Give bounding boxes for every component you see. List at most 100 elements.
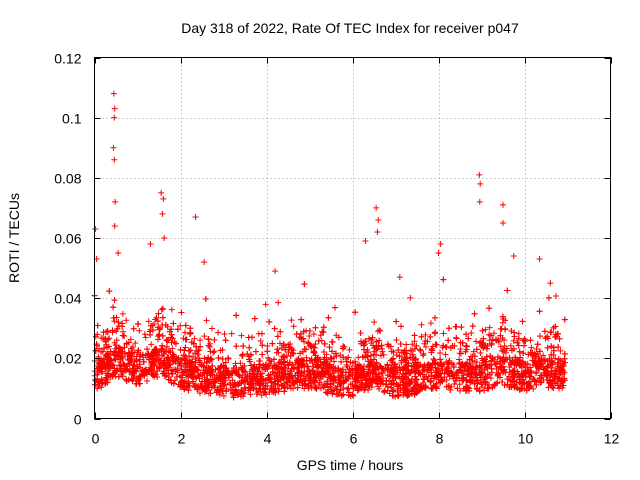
data-point <box>339 366 346 373</box>
data-point <box>555 356 562 363</box>
data-point <box>161 372 168 379</box>
data-point <box>420 350 427 357</box>
data-point <box>192 350 199 357</box>
data-point <box>403 350 410 357</box>
y-tick-label: 0.04 <box>54 291 81 307</box>
data-point <box>139 351 146 358</box>
data-point <box>440 342 447 349</box>
data-point <box>205 364 212 371</box>
data-point <box>101 363 108 370</box>
data-point <box>412 382 419 389</box>
data-point <box>281 342 288 349</box>
data-point <box>394 369 401 376</box>
data-point <box>354 387 361 394</box>
data-point <box>194 351 201 358</box>
data-point <box>450 362 457 369</box>
x-tick-label: 6 <box>350 431 358 447</box>
data-point <box>376 337 383 344</box>
data-point <box>274 346 281 353</box>
data-point <box>560 363 567 370</box>
data-point <box>168 331 175 338</box>
data-point <box>507 342 514 349</box>
data-point <box>557 381 564 388</box>
data-point <box>130 325 137 332</box>
data-point <box>264 365 271 372</box>
data-point <box>476 340 483 347</box>
data-point <box>185 379 192 386</box>
data-point <box>349 381 356 388</box>
data-point <box>532 353 539 360</box>
data-point <box>548 364 555 371</box>
data-point <box>413 342 420 349</box>
data-point <box>199 378 206 385</box>
data-point <box>551 347 558 354</box>
data-point <box>159 332 166 339</box>
data-point <box>101 345 108 352</box>
data-point-peak <box>373 204 380 211</box>
data-point <box>293 378 300 385</box>
data-point <box>458 324 465 331</box>
data-point <box>180 352 187 359</box>
data-point <box>417 361 424 368</box>
data-point <box>197 359 204 366</box>
data-point <box>427 320 434 327</box>
data-point <box>234 370 241 377</box>
data-point <box>94 322 101 329</box>
data-point <box>253 363 260 370</box>
data-point <box>473 385 480 392</box>
data-point <box>99 380 106 387</box>
data-point <box>174 365 181 372</box>
data-point <box>355 386 362 393</box>
data-point <box>278 383 285 390</box>
data-point <box>367 362 374 369</box>
data-point <box>329 339 336 346</box>
data-point <box>135 347 142 354</box>
data-point <box>193 343 200 350</box>
data-point <box>233 369 240 376</box>
data-point <box>340 385 347 392</box>
data-point <box>519 318 526 325</box>
data-point <box>395 347 402 354</box>
data-point <box>325 314 332 321</box>
data-point <box>374 328 381 335</box>
data-point <box>401 354 408 361</box>
data-point <box>153 356 160 363</box>
data-point <box>518 364 525 371</box>
data-point <box>313 356 320 363</box>
data-point <box>496 374 503 381</box>
data-point <box>105 350 112 357</box>
data-point <box>413 382 420 389</box>
data-point <box>365 382 372 389</box>
data-point <box>365 358 372 365</box>
data-point <box>290 323 297 330</box>
data-point <box>288 317 295 324</box>
data-point <box>188 360 195 367</box>
data-point <box>172 368 179 375</box>
data-point <box>550 324 557 331</box>
data-point <box>308 344 315 351</box>
data-point <box>294 357 301 364</box>
data-point <box>316 381 323 388</box>
data-point <box>156 359 163 366</box>
data-point <box>526 373 533 380</box>
data-point <box>158 346 165 353</box>
data-point <box>92 347 99 354</box>
data-point <box>352 369 359 376</box>
data-point <box>483 358 490 365</box>
data-point <box>255 378 262 385</box>
data-point <box>175 360 182 367</box>
data-point <box>504 287 511 294</box>
data-point <box>203 317 210 324</box>
data-point <box>169 351 176 358</box>
data-point <box>546 379 553 386</box>
data-point <box>335 334 342 341</box>
data-point <box>411 338 418 345</box>
data-point <box>352 309 359 316</box>
data-point <box>111 352 118 359</box>
data-point <box>320 349 327 356</box>
data-point-peak <box>374 228 381 235</box>
data-point <box>102 338 109 345</box>
data-point-peak <box>547 280 554 287</box>
data-point <box>417 347 424 354</box>
data-point <box>384 341 391 348</box>
